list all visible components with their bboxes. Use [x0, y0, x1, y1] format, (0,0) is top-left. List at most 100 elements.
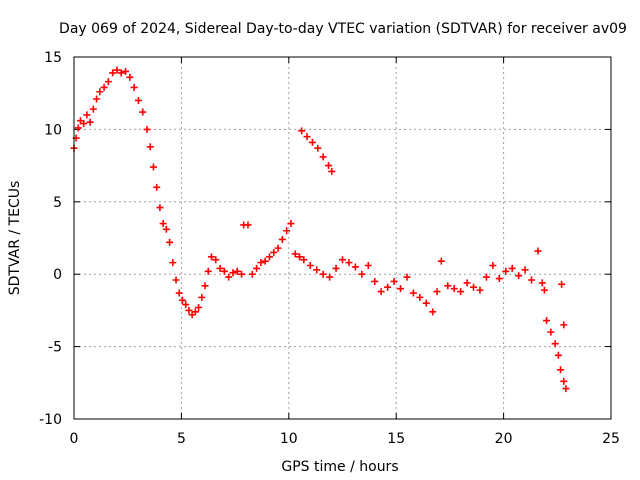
y-tick-label: 15 — [44, 50, 62, 66]
data-point — [162, 225, 170, 233]
data-point — [547, 328, 555, 336]
data-point — [345, 259, 353, 267]
data-point — [444, 282, 452, 290]
axis-ticks: 0 5 10 15 20 25 -10 -5 0 5 10 15 — [39, 50, 620, 447]
data-point — [306, 262, 314, 270]
data-point — [83, 111, 91, 119]
data-point — [319, 153, 327, 161]
data-point — [377, 288, 385, 296]
data-point — [326, 273, 334, 281]
data-point — [220, 267, 228, 275]
x-tick-label: 20 — [495, 431, 513, 447]
x-tick-label: 0 — [70, 431, 79, 447]
data-point — [319, 270, 327, 278]
data-point — [130, 83, 138, 91]
data-point — [100, 83, 108, 91]
data-point — [296, 253, 304, 261]
data-point — [560, 321, 568, 329]
data-point — [403, 273, 411, 281]
y-tick-label: 10 — [44, 122, 62, 138]
data-point — [229, 269, 237, 277]
data-point — [139, 108, 147, 116]
data-point — [554, 351, 562, 359]
data-point — [93, 95, 101, 103]
data-point — [328, 167, 336, 175]
data-point — [233, 267, 241, 275]
data-point — [470, 283, 478, 291]
data-point — [538, 279, 546, 287]
data-point — [429, 308, 437, 316]
data-point — [207, 253, 215, 261]
data-point — [283, 227, 291, 235]
data-point — [265, 253, 273, 261]
data-point — [557, 366, 565, 374]
data-point — [96, 88, 104, 96]
data-point — [238, 270, 246, 278]
plot-frame — [73, 56, 612, 420]
data-point — [303, 133, 311, 141]
data-point — [515, 272, 523, 280]
data-point — [182, 301, 190, 309]
data-point — [562, 385, 570, 393]
data-point — [437, 257, 445, 265]
data-point — [384, 283, 392, 291]
data-point — [204, 267, 212, 275]
data-point — [126, 73, 134, 81]
data-point — [195, 304, 203, 312]
data-point — [482, 273, 490, 281]
data-point — [216, 264, 224, 272]
data-point — [300, 256, 308, 264]
data-point — [169, 259, 177, 267]
data-point — [433, 288, 441, 296]
data-point — [244, 221, 252, 229]
data-point — [528, 276, 536, 284]
y-axis-label: SDTVAR / TECUs — [7, 181, 23, 296]
data-point — [117, 69, 125, 77]
data-point — [278, 235, 286, 243]
x-axis-label: GPS time / hours — [281, 459, 398, 475]
data-point — [122, 67, 130, 75]
data-point — [463, 279, 471, 287]
data-point — [166, 238, 174, 246]
data-point — [332, 264, 340, 272]
data-point — [396, 285, 404, 293]
data-point — [212, 256, 220, 264]
data-point — [358, 270, 366, 278]
data-point — [521, 266, 529, 274]
data-point — [325, 162, 333, 170]
data-point — [201, 282, 209, 290]
y-tick-label: 0 — [53, 267, 62, 283]
data-point — [476, 286, 484, 294]
data-point — [274, 244, 282, 252]
data-point — [253, 264, 261, 272]
data-point — [540, 286, 548, 294]
data-point — [159, 220, 167, 228]
data-point — [74, 124, 82, 132]
data-point — [371, 277, 379, 285]
data-point — [313, 266, 321, 274]
x-tick-label: 15 — [387, 431, 405, 447]
data-point — [551, 340, 559, 348]
data-point — [508, 264, 516, 272]
x-tick-label: 10 — [280, 431, 298, 447]
data-point — [156, 204, 164, 212]
data-points — [70, 66, 570, 393]
data-point — [495, 275, 503, 283]
data-point — [225, 273, 233, 281]
data-point — [89, 105, 97, 113]
data-point — [257, 259, 265, 267]
data-point — [113, 66, 121, 74]
y-tick-label: 5 — [53, 195, 62, 211]
data-point — [270, 248, 278, 256]
data-point — [364, 262, 372, 270]
data-point — [558, 280, 566, 288]
data-point — [390, 277, 398, 285]
data-point — [153, 183, 161, 191]
data-point — [248, 270, 256, 278]
y-tick-label: -10 — [39, 412, 62, 428]
x-tick-label: 25 — [602, 431, 620, 447]
data-point — [134, 96, 142, 104]
data-point — [185, 306, 193, 314]
data-point — [291, 250, 299, 258]
